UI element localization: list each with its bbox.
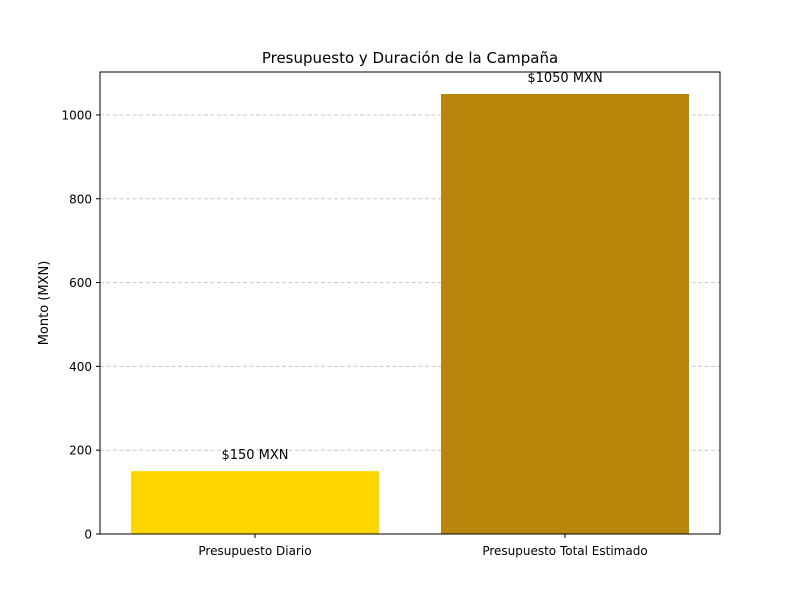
y-tick-label: 600 — [69, 276, 92, 290]
y-axis-label: Monto (MXN) — [37, 261, 52, 346]
bar — [131, 471, 379, 534]
data-labels: $150 MXN $1050 MXN — [221, 71, 602, 463]
x-tick-label: Presupuesto Total Estimado — [482, 544, 647, 558]
chart-title: Presupuesto y Duración de la Campaña — [262, 49, 558, 67]
plot-frame — [99, 71, 721, 535]
y-tick-label: 200 — [69, 444, 92, 458]
y-tick-label: 400 — [69, 360, 92, 374]
y-tick-label: 800 — [69, 192, 92, 206]
bars — [131, 94, 689, 534]
x-tick-label: Presupuesto Diario — [198, 544, 311, 558]
y-tick-label: 0 — [84, 528, 92, 542]
y-axis: 0 200 400 600 800 1000 — [61, 108, 100, 542]
data-label: $150 MXN — [221, 448, 288, 463]
x-axis: Presupuesto Diario Presupuesto Total Esti… — [198, 534, 648, 558]
y-tick-label: 1000 — [61, 108, 92, 122]
bar — [441, 94, 689, 534]
data-label: $1050 MXN — [527, 71, 602, 86]
